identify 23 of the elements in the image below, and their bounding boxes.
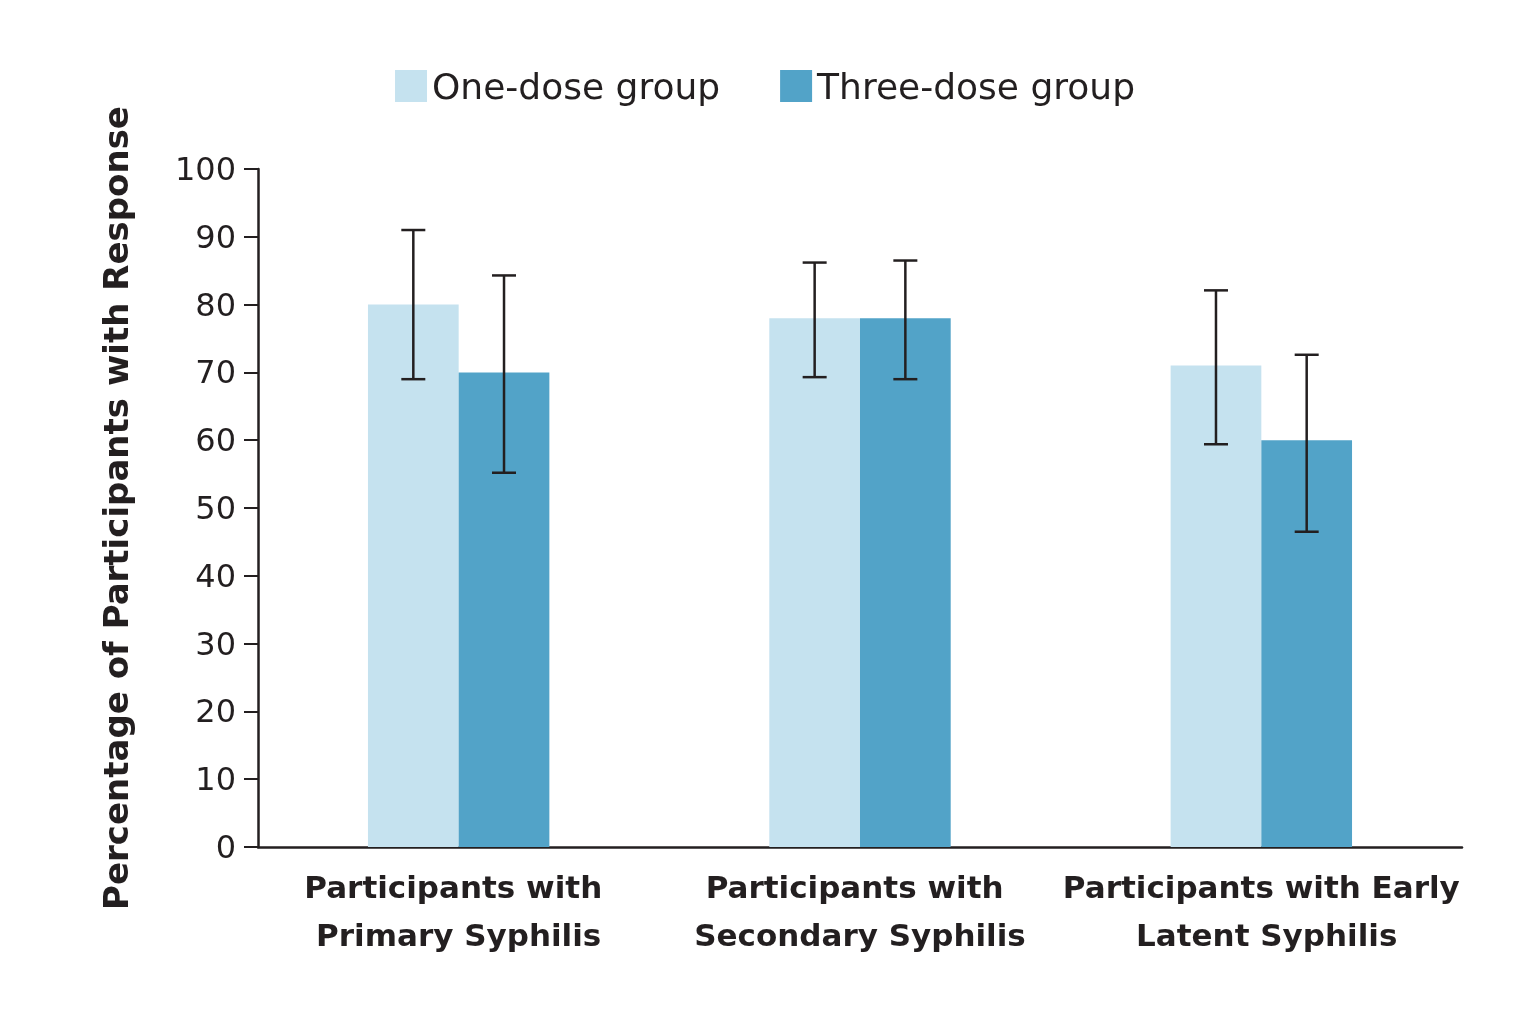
bar	[860, 318, 951, 847]
y-tick-label: 50	[195, 489, 236, 527]
y-tick-label: 90	[195, 217, 236, 256]
y-tick-label: 80	[195, 285, 236, 324]
bar	[367, 304, 459, 847]
x-tick-label: Participants with Early Latent Syphilis	[1062, 869, 1460, 953]
y-tick-label: 60	[195, 421, 236, 460]
bar	[769, 318, 860, 847]
bar	[458, 372, 550, 847]
x-tick-label: Participants with Primary Syphilis	[304, 869, 614, 953]
y-tick-label: 70	[195, 353, 236, 392]
y-tick-label: 0	[215, 828, 236, 866]
y-tick-label: 30	[195, 624, 236, 663]
x-tick-label: Participants with Secondary Syphilis	[694, 869, 1026, 953]
bar	[1170, 365, 1262, 847]
y-tick-label: 10	[195, 760, 236, 799]
legend-label: Three-dose group	[816, 65, 1135, 107]
bar	[1261, 440, 1353, 847]
y-tick-label: 100	[174, 150, 236, 188]
y-axis-title: Percentage of Participants with Response	[96, 106, 136, 910]
y-tick-label: 20	[195, 692, 236, 731]
legend-label: One-dose group	[432, 65, 721, 107]
y-tick-label: 40	[195, 556, 236, 595]
